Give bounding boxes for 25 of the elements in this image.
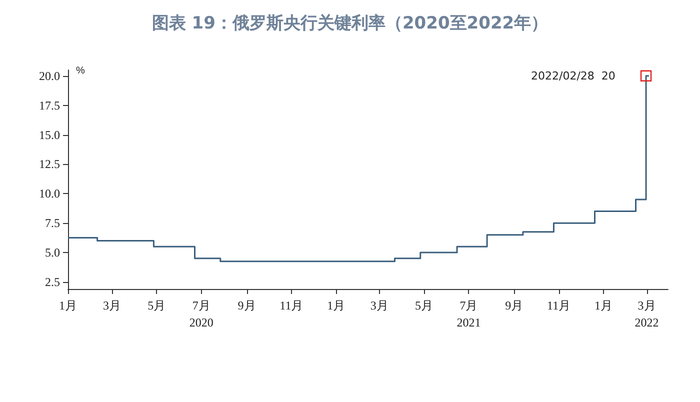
x-tick-label: 9月 [505, 298, 524, 312]
y-tick-label: 12.5 [39, 157, 60, 172]
x-tick-label: 7月 2020 [189, 298, 214, 330]
x-tick-label: 3月 [370, 298, 388, 312]
chart-title: 图表 19：俄罗斯央行关键利率（2020至2022年） [152, 14, 548, 34]
x-tick-label: 3月 [102, 298, 121, 312]
annotation: 2022/02/28 20 [531, 69, 616, 82]
y-tick-label: 20.0 [39, 68, 60, 83]
y-tick-label: 10.0 [39, 186, 60, 201]
x-tick-label: 9月 [238, 298, 256, 312]
y-tick-label: 5.0 [45, 246, 60, 260]
y-tick-label: 7.5 [45, 216, 60, 230]
x-tick-label: 1月 [327, 298, 346, 312]
x-tick-label: 3月 2022 [634, 298, 659, 330]
x-tick-label: 5月 [148, 298, 166, 312]
x-tick-label: 7月 2021 [456, 298, 481, 330]
y-tick-label: 2.5 [45, 274, 60, 289]
y-axis-title: % [76, 66, 85, 76]
x-tick-label: 11月 [280, 298, 304, 312]
x-tick-label: 1月 [59, 298, 77, 312]
x-tick-label: 5月 [415, 298, 434, 312]
x-tick-label: 11月 [547, 298, 571, 312]
x-tick-label: 1月 [594, 298, 613, 312]
y-tick-label: 17.5 [39, 98, 60, 112]
y-tick-label: 15.0 [39, 128, 60, 142]
